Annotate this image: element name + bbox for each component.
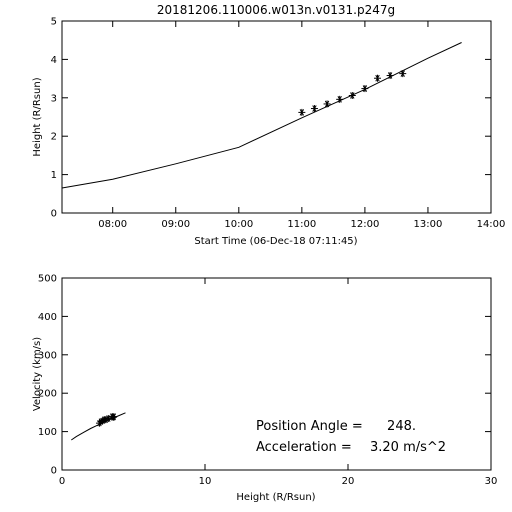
data-point [386, 72, 394, 80]
observation-points [298, 70, 407, 116]
x-tick-label: 0 [59, 476, 65, 487]
data-point [336, 95, 344, 103]
y-tick-label: 3 [51, 93, 57, 104]
y-axis-label: Velocity (km/s) [32, 337, 43, 411]
data-point [323, 100, 331, 108]
x-tick-labels: 08:00 09:00 10:00 11:00 12:00 13:00 14:00 [98, 219, 505, 230]
x-tick-label: 13:00 [414, 219, 443, 230]
x-tick-label: 09:00 [161, 219, 190, 230]
plot-frame [61, 20, 492, 214]
acceleration-label: Acceleration = [256, 440, 352, 455]
fit-line [61, 42, 462, 189]
y-tick-label: 500 [38, 274, 57, 285]
x-tick-label: 30 [485, 476, 498, 487]
y-tick-label: 400 [38, 312, 57, 323]
y-tick-label: 0 [51, 466, 57, 477]
y-tick-label: 1 [51, 170, 57, 181]
x-tick-label: 14:00 [477, 219, 506, 230]
observation-points [95, 413, 118, 427]
y-axis-label: Height (R/Rsun) [32, 77, 43, 156]
data-point [110, 413, 118, 421]
y-tick-label: 4 [51, 55, 57, 66]
y-tick-label: 300 [38, 350, 57, 361]
y-tick-label: 100 [38, 427, 57, 438]
x-tick-label: 08:00 [98, 219, 127, 230]
plot-frame [61, 277, 492, 471]
data-point [361, 85, 369, 93]
tick-marks [61, 277, 492, 471]
y-tick-labels: 0 100 200 300 400 500 [38, 274, 57, 477]
data-point [298, 108, 306, 116]
tick-marks [62, 20, 492, 214]
data-point [374, 74, 382, 82]
height-time-chart: 08:00 09:00 10:00 11:00 12:00 13:00 14:00 0 1 2 3… [32, 17, 505, 248]
x-tick-label: 10 [199, 476, 212, 487]
x-tick-label: 12:00 [350, 219, 379, 230]
velocity-height-chart: 0 10 20 30 0 100 200 300 400 500 Height (R/Rsun)… [32, 274, 497, 504]
data-point [399, 70, 407, 78]
x-axis-label: Height (R/Rsun) [236, 492, 315, 503]
y-tick-label: 2 [51, 132, 57, 143]
y-tick-label: 200 [38, 389, 57, 400]
data-point [310, 105, 318, 113]
acceleration-value: 3.20 m/s^2 [370, 440, 446, 455]
page-title: 20181206.110006.w013n.v0131.p247g [157, 3, 395, 17]
y-tick-label: 0 [51, 209, 57, 220]
data-point [348, 91, 356, 99]
position-angle-label: Position Angle = [256, 419, 363, 434]
x-tick-label: 20 [342, 476, 355, 487]
x-tick-label: 10:00 [224, 219, 253, 230]
x-tick-label: 11:00 [287, 219, 316, 230]
y-tick-labels: 0 1 2 3 4 5 [51, 17, 57, 220]
x-tick-labels: 0 10 20 30 [59, 476, 498, 487]
y-tick-label: 5 [51, 17, 57, 28]
x-axis-label: Start Time (06-Dec-18 07:11:45) [194, 236, 357, 247]
position-angle-value: 248. [387, 419, 416, 434]
